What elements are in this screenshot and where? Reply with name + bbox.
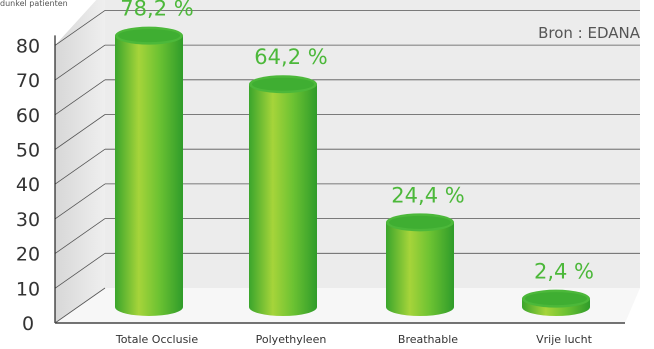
bar-top-inner xyxy=(525,292,587,306)
gridline-side xyxy=(54,183,106,220)
bar xyxy=(386,213,454,316)
x-category-label: Polyethyleen xyxy=(256,333,327,346)
y-tick-label: 70 xyxy=(16,70,40,92)
floor-edge xyxy=(54,287,106,324)
source-label: Bron : EDANA xyxy=(538,24,641,42)
bar-top-inner xyxy=(118,29,180,43)
floor xyxy=(55,288,640,323)
y-tick-label: 50 xyxy=(16,140,40,162)
gridline-side xyxy=(54,10,106,46)
gridline-side xyxy=(54,44,106,81)
gridline-side xyxy=(54,218,106,254)
y-tick-label: 20 xyxy=(16,244,40,266)
back-wall xyxy=(105,0,640,289)
y-tick-label: 60 xyxy=(16,105,40,127)
bar-top-inner xyxy=(252,77,314,91)
bar-body xyxy=(115,35,183,316)
gridline-side xyxy=(54,114,106,150)
data-label: 24,4 % xyxy=(391,183,464,207)
bar xyxy=(249,75,317,316)
bar-body xyxy=(386,222,454,316)
bar-top-inner xyxy=(389,215,451,229)
y-tick-label: 40 xyxy=(16,174,40,196)
bar xyxy=(522,289,590,316)
bar xyxy=(115,26,183,316)
side-wall xyxy=(55,0,105,323)
data-label: 2,4 % xyxy=(534,260,594,284)
y-tick-label: 80 xyxy=(16,35,40,57)
header-fragment: dunkel patienten xyxy=(0,0,68,8)
gridline-side xyxy=(54,79,106,116)
gridline-side xyxy=(54,148,106,185)
x-category-label: Breathable xyxy=(398,333,458,346)
gridline-side xyxy=(54,252,106,289)
bar-body xyxy=(249,84,317,316)
y-tick-label: 30 xyxy=(16,209,40,231)
data-label: 78,2 % xyxy=(120,0,193,21)
y-tick-label: 10 xyxy=(16,278,40,300)
data-label: 64,2 % xyxy=(254,45,327,69)
y-tick-label: 0 xyxy=(22,313,34,335)
x-category-label: Totale Occlusie xyxy=(115,333,199,346)
x-category-label: Vrije lucht xyxy=(536,333,592,346)
